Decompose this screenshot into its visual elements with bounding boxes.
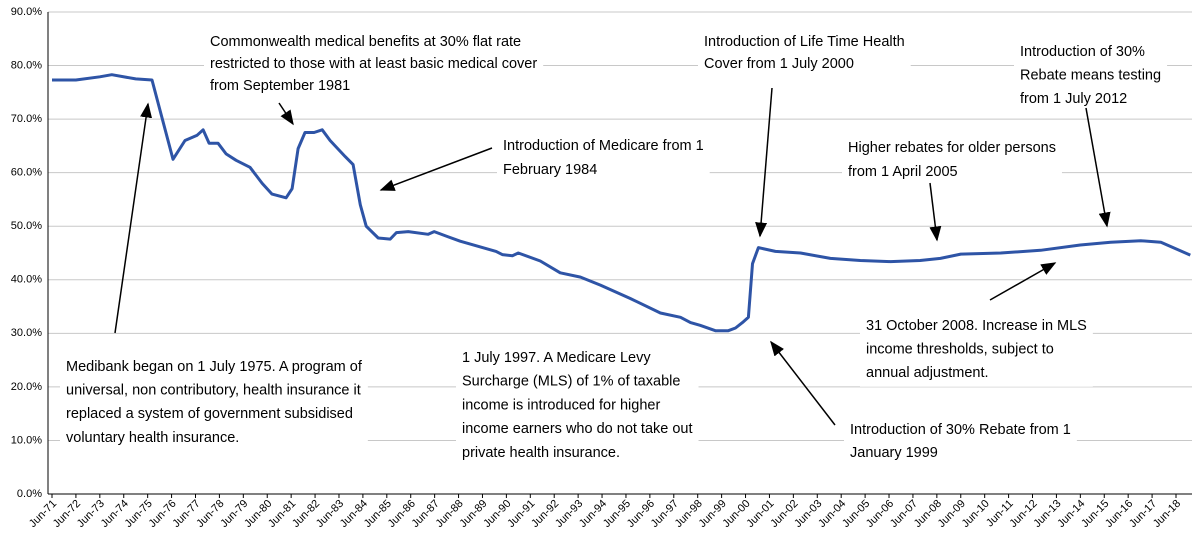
annotation: Commonwealth medical benefits at 30% fla… bbox=[204, 29, 544, 99]
arrow bbox=[1085, 107, 1111, 228]
annotation: Introduction of Life Time Health Cover fr… bbox=[698, 29, 911, 77]
arrow bbox=[379, 147, 493, 191]
y-tick-label: 60.0% bbox=[11, 167, 42, 179]
y-tick-label: 10.0% bbox=[11, 434, 42, 446]
annotation-bg bbox=[844, 416, 1077, 467]
annotation: Introduction of Medicare from 1 February … bbox=[497, 132, 710, 184]
arrow bbox=[770, 340, 836, 426]
data-line bbox=[52, 73, 1191, 333]
annotation-text: private health insurance. bbox=[462, 445, 620, 461]
annotation-bg bbox=[456, 344, 699, 468]
annotation-text: income earners who do not take out bbox=[462, 421, 693, 437]
annotation-text: Cover from 1 July 2000 bbox=[704, 56, 854, 72]
annotation-text: Introduction of Life Time Health bbox=[704, 34, 905, 50]
arrow bbox=[755, 87, 773, 238]
annotation: Medibank began on 1 July 1975. A program… bbox=[60, 353, 368, 452]
annotation-text: Introduction of 30% Rebate from 1 bbox=[850, 422, 1071, 438]
y-tick-label: 20.0% bbox=[11, 381, 42, 393]
annotation-text: 1 July 1997. A Medicare Levy bbox=[462, 350, 651, 366]
annotation-text: from 1 April 2005 bbox=[848, 164, 958, 180]
annotation-text: Higher rebates for older persons bbox=[848, 140, 1056, 156]
annotation-text: Introduction of 30% bbox=[1020, 44, 1145, 60]
annotation-bg bbox=[204, 29, 544, 99]
y-tick-label: 40.0% bbox=[11, 274, 42, 286]
annotation: 31 October 2008. Increase in MLS income t… bbox=[860, 312, 1093, 387]
annotation-bg bbox=[60, 353, 368, 452]
annotation-bg bbox=[497, 132, 710, 184]
annotation-text: Commonwealth medical benefits at 30% fla… bbox=[210, 34, 521, 50]
arrow bbox=[278, 102, 294, 126]
annotation-text: Introduction of Medicare from 1 bbox=[503, 138, 704, 154]
annotation-text: from 1 July 2012 bbox=[1020, 91, 1127, 107]
annotation-text: annual adjustment. bbox=[866, 365, 989, 381]
annotation-text: income thresholds, subject to bbox=[866, 341, 1054, 357]
annotation-bg bbox=[842, 134, 1062, 186]
annotation-bg bbox=[698, 29, 911, 77]
annotation-text: Rebate means testing bbox=[1020, 67, 1161, 83]
arrows bbox=[114, 87, 1111, 426]
annotation-text: January 1999 bbox=[850, 445, 938, 461]
annotation-text: replaced a system of government subsidis… bbox=[66, 406, 353, 422]
annotation-text: universal, non contributory, health insu… bbox=[66, 383, 361, 399]
annotation-text: restricted to those with at least basic … bbox=[210, 56, 537, 72]
annotation-bg bbox=[1014, 38, 1168, 113]
arrow bbox=[114, 102, 153, 334]
y-tick-label: 50.0% bbox=[11, 220, 42, 232]
annotation: Introduction of 30% Rebate from 1 January… bbox=[844, 416, 1077, 467]
annotation-text: from September 1981 bbox=[210, 78, 350, 94]
annotation-text: Surcharge (MLS) of 1% of taxable bbox=[462, 374, 680, 390]
annotation: Introduction of 30% Rebate means testing f… bbox=[1014, 38, 1168, 113]
annotation-text: income is introduced for higher bbox=[462, 397, 660, 413]
y-tick-label: 30.0% bbox=[11, 327, 42, 339]
y-tick-label: 0.0% bbox=[17, 488, 42, 500]
arrow bbox=[929, 182, 942, 242]
annotation-text: February 1984 bbox=[503, 162, 597, 178]
annotation: 1 July 1997. A Medicare Levy Surcharge (M… bbox=[456, 344, 699, 468]
y-tick-label: 70.0% bbox=[11, 113, 42, 125]
annotation-text: voluntary health insurance. bbox=[66, 430, 239, 446]
annotation-text: Medibank began on 1 July 1975. A program… bbox=[66, 359, 363, 375]
annotation: Higher rebates for older persons from 1 A… bbox=[842, 134, 1062, 186]
x-tick-label: Jun-18 bbox=[1151, 498, 1183, 530]
annotation-text: 31 October 2008. Increase in MLS bbox=[866, 318, 1087, 334]
y-tick-label: 90.0% bbox=[11, 6, 42, 18]
annotation-bg bbox=[860, 312, 1093, 387]
arrow bbox=[989, 262, 1057, 301]
y-tick-label: 80.0% bbox=[11, 59, 42, 71]
